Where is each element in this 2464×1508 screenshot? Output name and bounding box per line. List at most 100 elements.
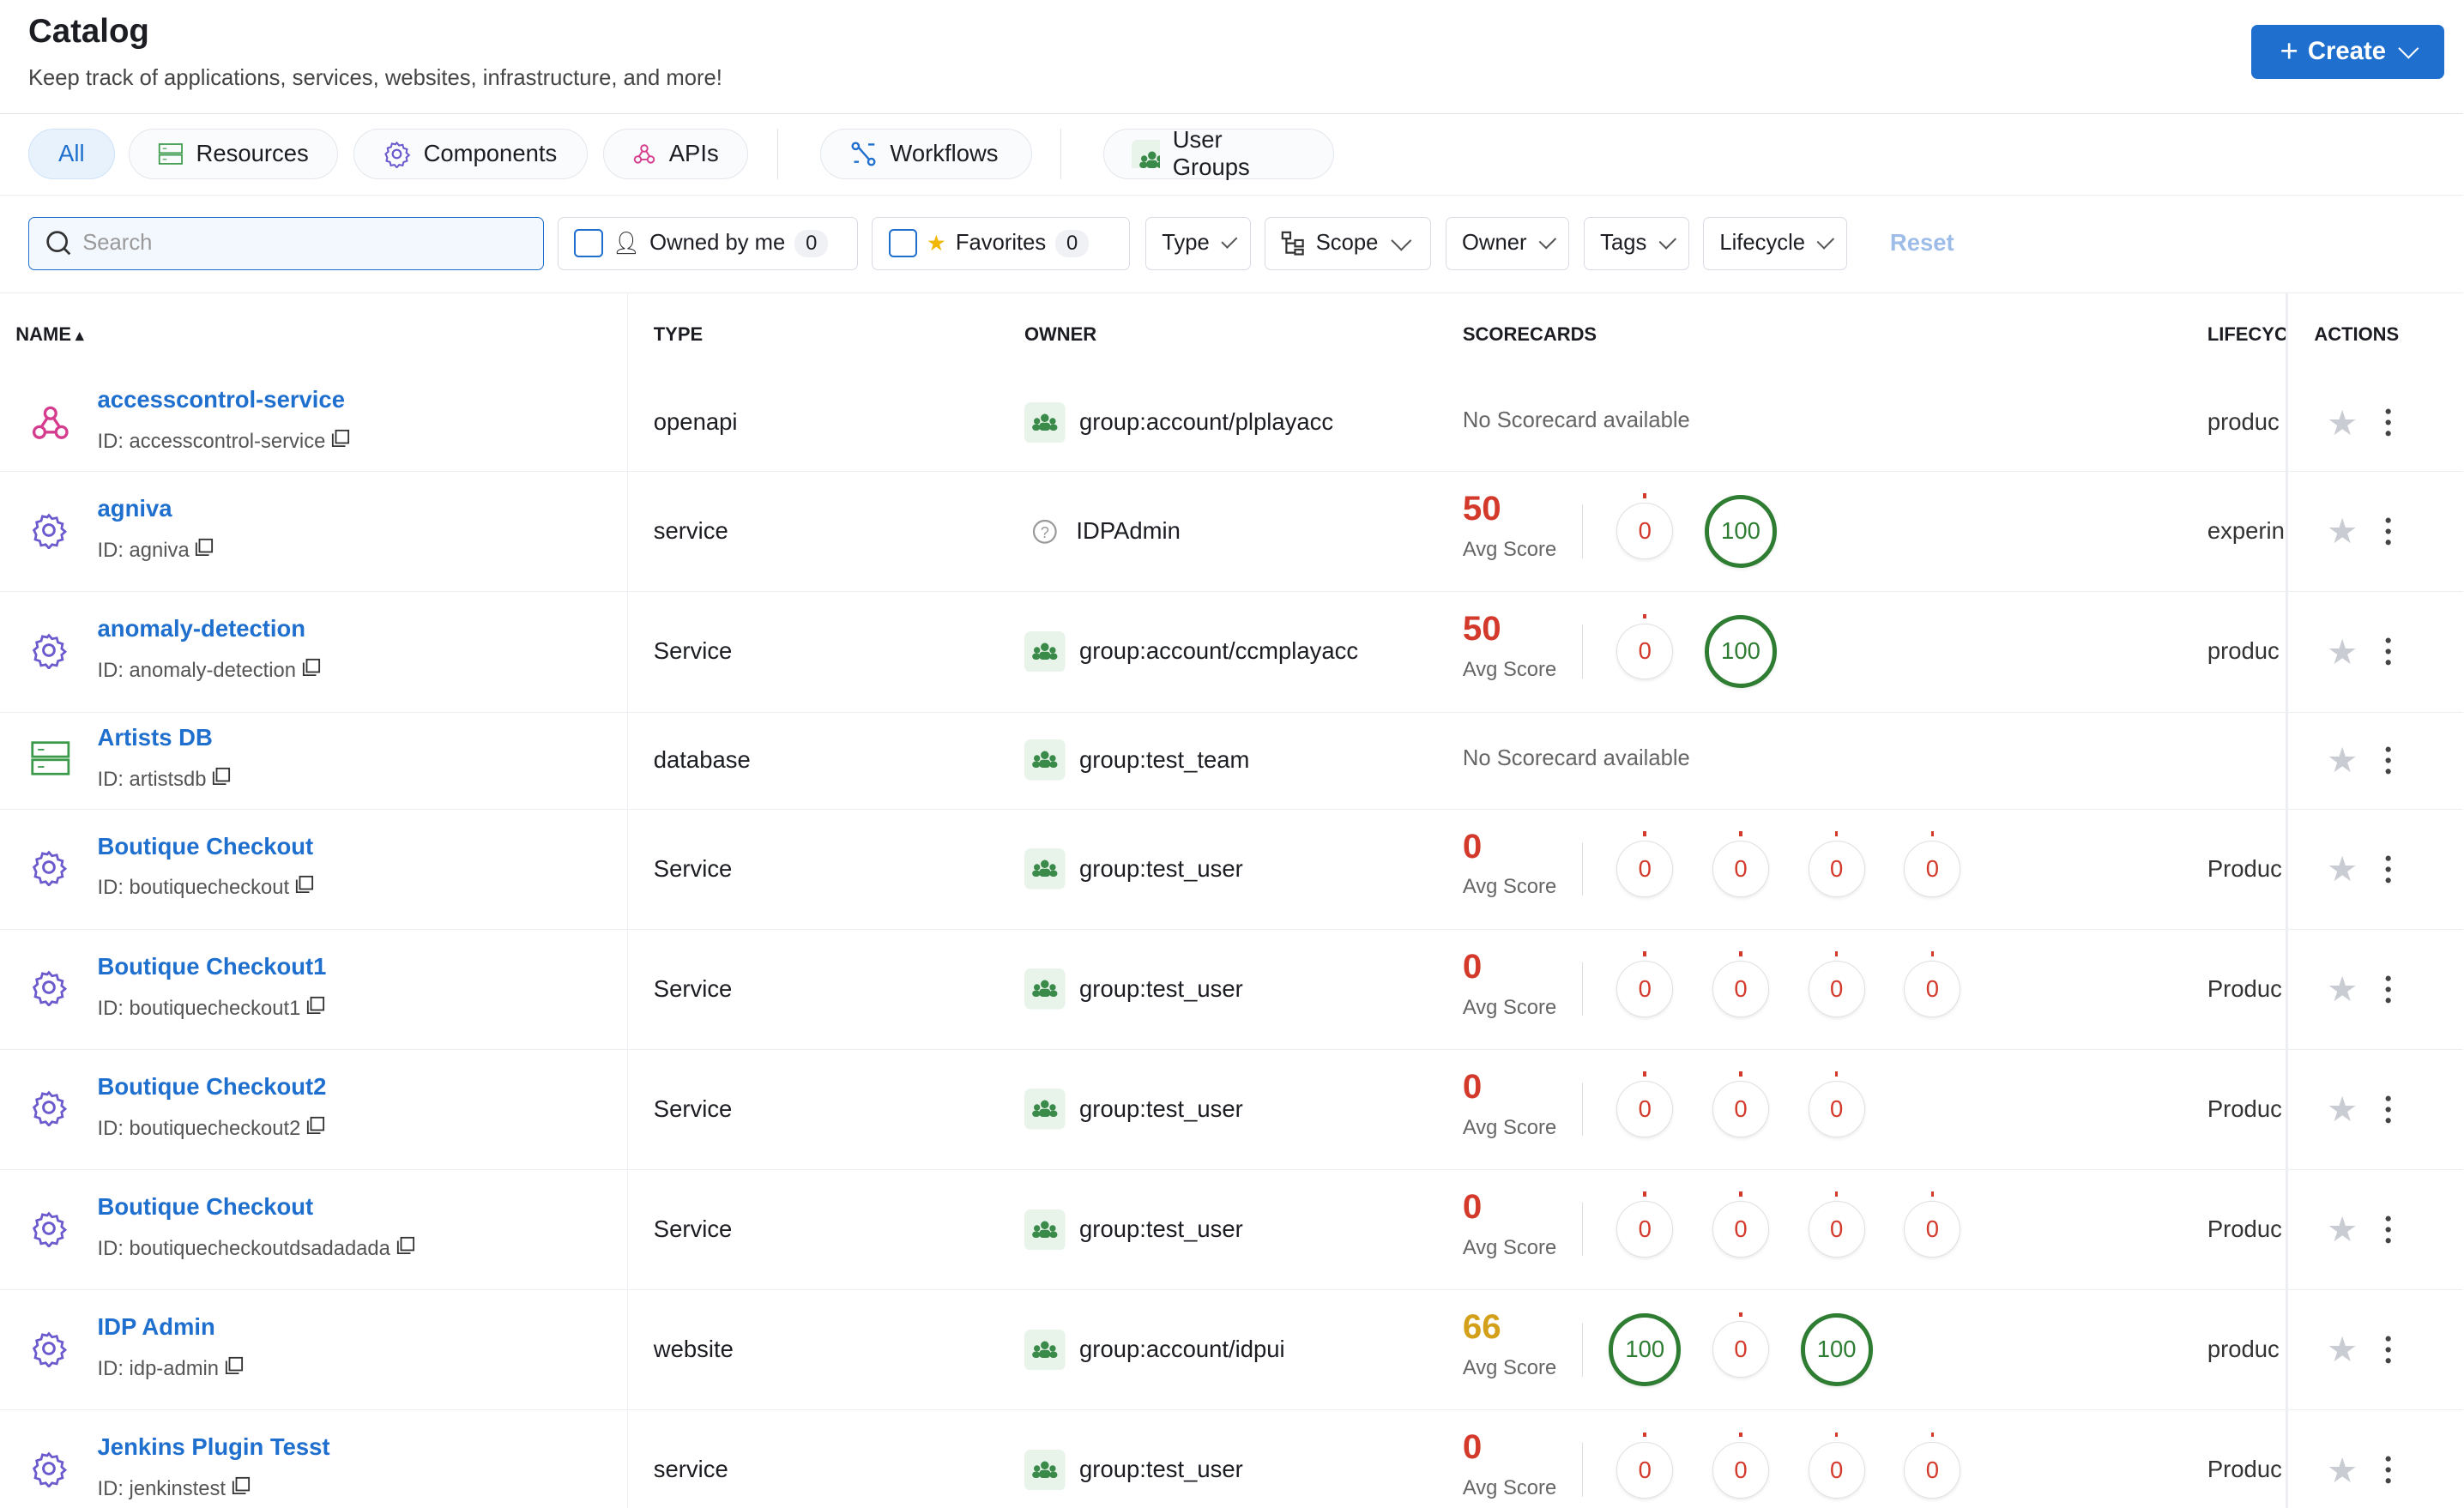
- score-circle[interactable]: 0: [1616, 623, 1674, 680]
- entity-name[interactable]: anomaly-detection: [97, 615, 306, 642]
- lifecycle: experin: [2207, 516, 2285, 544]
- owner-icon: [1024, 1089, 1066, 1137]
- entity-name[interactable]: Boutique Checkout2: [97, 1073, 327, 1101]
- more-menu[interactable]: [2385, 746, 2391, 781]
- more-menu[interactable]: [2385, 408, 2391, 443]
- score-dot: [1643, 951, 1647, 956]
- more-menu[interactable]: [2385, 517, 2391, 552]
- score-circle[interactable]: 0: [1808, 961, 1865, 1018]
- page-title: Catalog: [27, 12, 149, 50]
- more-menu[interactable]: [2385, 1215, 2391, 1251]
- tab[interactable]: User Groups: [1102, 126, 1334, 181]
- favorite-star[interactable]: ★: [2327, 850, 2358, 890]
- more-menu[interactable]: [2385, 1456, 2391, 1491]
- entity-id: ID: anomaly-detection: [98, 658, 321, 683]
- reset-button[interactable]: Reset: [1889, 229, 1954, 256]
- favorite-star[interactable]: ★: [2327, 741, 2358, 781]
- entity-id: ID: boutiquecheckout2: [98, 1116, 325, 1141]
- table-row: anomaly-detection ID: anomaly-detection S…: [0, 591, 2464, 713]
- filter-dropdown[interactable]: Lifecycle: [1703, 216, 1848, 270]
- score-circle[interactable]: 100: [1800, 1313, 1873, 1386]
- score-circle[interactable]: 0: [1808, 1081, 1865, 1138]
- lifecycle: Produc: [2207, 974, 2282, 1002]
- entity-name[interactable]: Boutique Checkout: [97, 832, 314, 860]
- entity-name[interactable]: Boutique Checkout: [97, 1193, 314, 1221]
- owner-icon: ?: [1024, 511, 1066, 559]
- score-circle[interactable]: 100: [1704, 495, 1778, 568]
- more-menu[interactable]: [2385, 1336, 2391, 1371]
- owned-filter[interactable]: 👤︎ Owned by me 0: [558, 216, 858, 270]
- owner-icon: [1024, 1209, 1066, 1258]
- favorite-star[interactable]: ★: [2327, 1210, 2358, 1250]
- column-header[interactable]: NAME ▴: [15, 323, 84, 346]
- filter-dropdown[interactable]: Type: [1144, 216, 1251, 270]
- score-circle[interactable]: 0: [1712, 841, 1769, 898]
- score-circle[interactable]: 0: [1712, 961, 1769, 1018]
- filter-dropdown[interactable]: Scope: [1265, 216, 1432, 270]
- tab[interactable]: APIs: [603, 129, 748, 179]
- filter-dropdown[interactable]: Tags: [1583, 216, 1689, 270]
- more-menu[interactable]: [2385, 975, 2391, 1010]
- favorite-star[interactable]: ★: [2327, 970, 2358, 1010]
- score-circle[interactable]: 0: [1712, 1201, 1769, 1258]
- more-menu[interactable]: [2385, 1095, 2391, 1131]
- score-dot: [1834, 1432, 1839, 1438]
- tab[interactable]: Components: [353, 129, 588, 179]
- divider: [1582, 624, 1583, 679]
- tab[interactable]: Workflows: [819, 129, 1033, 179]
- score-circle[interactable]: 0: [1616, 503, 1674, 560]
- entity-name[interactable]: Artists DB: [97, 724, 213, 751]
- entity-name[interactable]: agniva: [97, 495, 172, 522]
- create-label: Create: [2307, 37, 2387, 66]
- create-button[interactable]: + Create: [2251, 25, 2445, 79]
- score-circle[interactable]: 0: [1904, 1201, 1961, 1258]
- table-row: Artists DB ID: artistsdb database group:te…: [0, 712, 2464, 811]
- table-row: IDP Admin ID: idp-admin website group:acco…: [0, 1289, 2464, 1411]
- score-circle[interactable]: 0: [1712, 1321, 1769, 1378]
- entity-name[interactable]: accesscontrol-service: [97, 386, 345, 413]
- entity-name[interactable]: Jenkins Plugin Tesst: [97, 1433, 330, 1461]
- score-circle[interactable]: 0: [1808, 841, 1865, 898]
- score-circle[interactable]: 0: [1904, 841, 1961, 898]
- tab[interactable]: Resources: [129, 129, 338, 179]
- favorite-star[interactable]: ★: [2327, 632, 2358, 672]
- score-circle[interactable]: 0: [1616, 1081, 1674, 1138]
- score-circle[interactable]: 100: [1704, 615, 1778, 688]
- entity-type: service: [653, 1456, 728, 1483]
- favorite-star[interactable]: ★: [2327, 403, 2358, 443]
- tab[interactable]: All: [27, 129, 115, 179]
- row-icon: [30, 402, 71, 450]
- more-menu[interactable]: [2385, 855, 2391, 890]
- favorite-star[interactable]: ★: [2327, 1451, 2358, 1490]
- more-menu[interactable]: [2385, 637, 2391, 673]
- favorite-star[interactable]: ★: [2327, 1090, 2358, 1130]
- score-circle[interactable]: 0: [1616, 1441, 1674, 1499]
- score-circle[interactable]: 0: [1712, 1081, 1769, 1138]
- search-box[interactable]: Search: [27, 216, 544, 270]
- score-circle[interactable]: 0: [1712, 1441, 1769, 1499]
- score-circle[interactable]: 0: [1808, 1201, 1865, 1258]
- score-circle[interactable]: 0: [1616, 841, 1674, 898]
- row-icon: [30, 739, 71, 784]
- entity-name[interactable]: IDP Admin: [97, 1313, 215, 1341]
- divider: [1582, 841, 1583, 896]
- avg-score-label: Avg Score: [1462, 875, 1557, 899]
- score-circle[interactable]: 100: [1609, 1313, 1682, 1386]
- entity-name[interactable]: Boutique Checkout1: [97, 953, 327, 980]
- svg-text:?: ?: [1041, 523, 1049, 541]
- favorites-filter[interactable]: ★ Favorites 0: [872, 216, 1130, 270]
- avg-score-label: Avg Score: [1462, 1475, 1557, 1499]
- dropdown-label: Owner: [1462, 231, 1527, 256]
- score-circle[interactable]: 0: [1904, 1441, 1961, 1499]
- favorite-star[interactable]: ★: [2327, 512, 2358, 552]
- row-icon: [30, 1089, 68, 1133]
- score-circle[interactable]: 0: [1616, 1201, 1674, 1258]
- owner-name: group:account/plplayacc: [1079, 408, 1334, 436]
- tab-label: User Groups: [1172, 126, 1250, 181]
- score-circle[interactable]: 0: [1808, 1441, 1865, 1499]
- score-circle[interactable]: 0: [1904, 961, 1961, 1018]
- avg-score: 66: [1462, 1307, 1501, 1346]
- score-circle[interactable]: 0: [1616, 961, 1674, 1018]
- filter-dropdown[interactable]: Owner: [1445, 216, 1570, 270]
- favorite-star[interactable]: ★: [2327, 1330, 2358, 1370]
